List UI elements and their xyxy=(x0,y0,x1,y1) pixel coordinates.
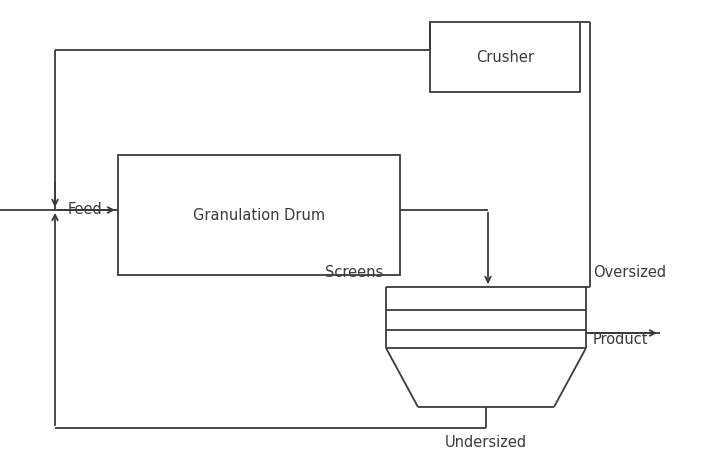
Text: Granulation Drum: Granulation Drum xyxy=(193,207,325,223)
Text: Oversized: Oversized xyxy=(593,265,666,280)
Text: Crusher: Crusher xyxy=(476,49,534,65)
Text: Undersized: Undersized xyxy=(445,435,527,450)
Text: Feed: Feed xyxy=(68,202,103,218)
Bar xyxy=(430,22,580,92)
Text: Product: Product xyxy=(593,333,648,347)
Bar xyxy=(118,155,400,275)
Text: Screens: Screens xyxy=(324,265,383,280)
